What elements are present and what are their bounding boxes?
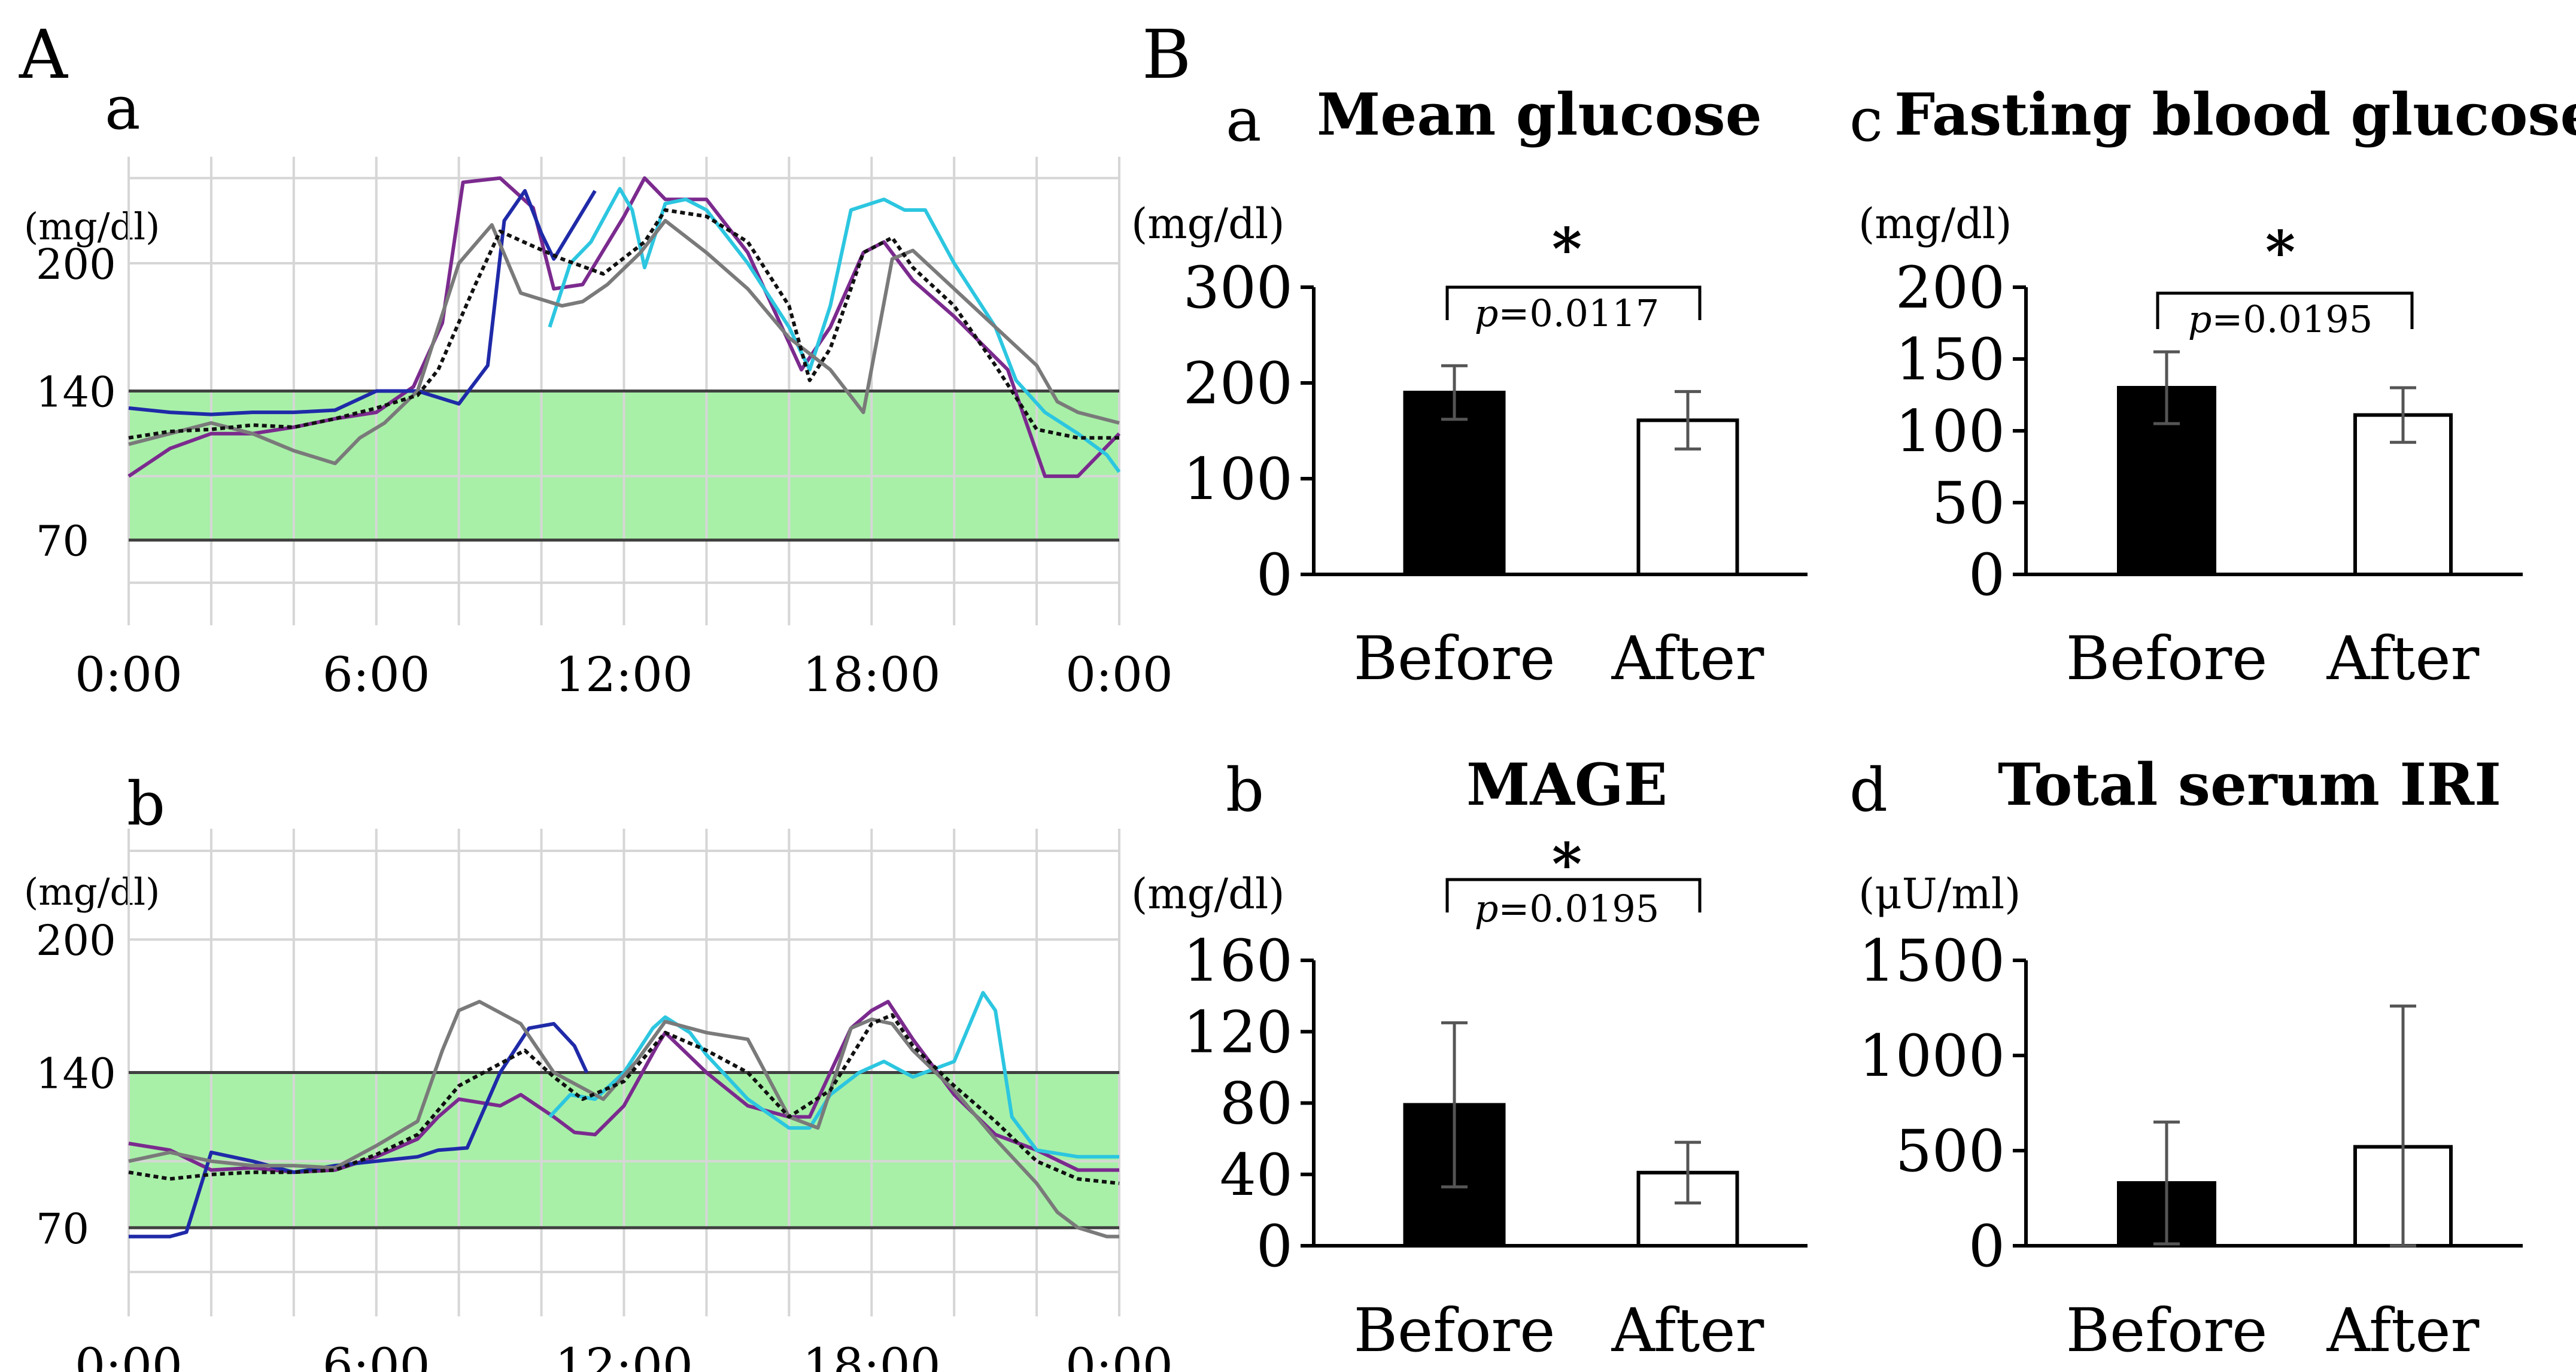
- panel-label-B: B: [1142, 16, 1191, 94]
- bar-d-y-tick-label: 1500: [1859, 927, 2005, 994]
- bar-d-y-tick-label: 1000: [1859, 1023, 2005, 1090]
- bar-a-y-tick-label: 100: [1183, 446, 1293, 513]
- bar-b-p-symbol: p: [1475, 887, 1499, 930]
- cgm-chart-a: a (mg/dl) 70 140 200 0:00 6:00 12:00 18:00 0:00: [24, 73, 1173, 702]
- bar-b-category-label: After: [1611, 1295, 1764, 1365]
- cgm-b-series-mean: [128, 1013, 1120, 1185]
- cgm-a-panel-label: a: [105, 73, 141, 143]
- cgm-a-series-mean: [128, 208, 1119, 440]
- bar-a-p-symbol: p: [1475, 291, 1499, 335]
- bar-b-p-label: =0.0195: [1498, 887, 1659, 930]
- cgm-b-y-tick-label: 140: [36, 1049, 116, 1099]
- bar-a-y-tick-label: 300: [1183, 254, 1293, 321]
- bar-a-p-label: =0.0117: [1498, 291, 1659, 335]
- cgm-b-x-tick-label: 6:00: [323, 1338, 430, 1372]
- bar-b-unit-label: (mg/dl): [1131, 869, 1285, 918]
- bar-c-panel-label: c: [1849, 85, 1883, 155]
- bar-chart-fasting-glucose: c Fasting blood glucose (mg/dl) * p=0.01…: [1849, 81, 2576, 693]
- cgm-b-x-tick-label: 12:00: [555, 1338, 693, 1372]
- bar-b-y-tick-label: 80: [1220, 1070, 1293, 1137]
- cgm-b-panel-label: b: [127, 769, 165, 839]
- cgm-a-y-tick-label: 140: [36, 368, 116, 417]
- cgm-b-series-cyan: [548, 991, 1119, 1159]
- bar-d-title: Total serum IRI: [1998, 751, 2501, 819]
- bar-c-y-tick-label: 200: [1895, 254, 2005, 321]
- bar-c-y-tick-label: 50: [1932, 470, 2005, 537]
- cgm-a-x-tick-label: 12:00: [555, 647, 693, 702]
- cgm-b-y-tick-label: 200: [36, 916, 116, 965]
- bar-b-y-tick-label: 40: [1220, 1142, 1293, 1209]
- bar-a-significance-bracket: [1445, 285, 1702, 320]
- bar-b-significance: *: [1552, 830, 1582, 898]
- bar-d-category-label: Before: [2066, 1295, 2268, 1365]
- cgm-b-series-purple: [128, 1000, 1119, 1175]
- bar-b-title: MAGE: [1466, 751, 1667, 819]
- cgm-a-x-tick-label: 18:00: [803, 647, 941, 702]
- bar-a-unit-label: (mg/dl): [1131, 199, 1285, 248]
- bar-b-y-tick-label: 0: [1256, 1213, 1293, 1280]
- cgm-a-y-tick-label: 200: [36, 240, 116, 289]
- bar-b-y-tick-label: 160: [1183, 927, 1293, 994]
- cgm-a-y-tick-label: 70: [36, 517, 89, 566]
- bar-c-significance-bracket: [2156, 291, 2414, 329]
- cgm-a-unit-label: (mg/dl): [24, 205, 160, 248]
- bar-c-p-label: =0.0195: [2212, 297, 2373, 341]
- bar-d-panel-label: d: [1849, 755, 1888, 825]
- cgm-b-x-tick-label: 0:00: [75, 1338, 183, 1372]
- bar-chart-mean-glucose: a Mean glucose (mg/dl) * p=0.0117 0 100 20…: [1131, 81, 1808, 693]
- cgm-b-y-tick-label: 70: [36, 1204, 89, 1254]
- bar-c-y-tick-label: 150: [1895, 326, 2005, 393]
- bar-c-p-value: p=0.0195: [2188, 297, 2373, 341]
- bar-c-y-tick-label: 100: [1895, 398, 2005, 465]
- cgm-a-series-gray: [128, 218, 1120, 466]
- bar-d-category-label: After: [2326, 1295, 2480, 1365]
- bar-a-y-tick-label: 200: [1183, 350, 1293, 417]
- cgm-a-x-tick-label: 0:00: [75, 647, 183, 702]
- bar-a-plot: 0 100 200 300 Before After: [1183, 254, 1808, 693]
- bar-d-plot: 0 500 1000 1500 Before After: [1859, 927, 2523, 1365]
- cgm-a-series-cyan: [548, 187, 1121, 473]
- cgm-b-x-tick-label: 0:00: [1065, 1338, 1173, 1372]
- cgm-a-x-tick-label: 6:00: [323, 647, 430, 702]
- cgm-b-unit-label: (mg/dl): [24, 870, 160, 914]
- bar-d-unit-label: (μU/ml): [1858, 869, 2021, 918]
- bar-b-significance-bracket: [1445, 878, 1702, 912]
- cgm-a-series-navy: [128, 188, 597, 416]
- panel-label-A: A: [19, 16, 68, 94]
- bar-b-category-label: Before: [1354, 1295, 1556, 1365]
- bar-a-p-value: p=0.0117: [1475, 291, 1660, 335]
- bar-b-panel-label: b: [1226, 755, 1264, 825]
- bar-a-category-label: After: [1611, 623, 1764, 693]
- cgm-a-x-tick-label: 0:00: [1065, 647, 1173, 702]
- cgm-b-series-gray: [128, 1000, 1119, 1239]
- bar-a-y-tick-label: 0: [1256, 542, 1293, 609]
- bar-c-y-tick-label: 0: [1969, 542, 2005, 609]
- cgm-a-plot: 70 140 200 0:00 6:00 12:00 18:00 0:00: [36, 157, 1173, 702]
- bar-c-significance: *: [2265, 218, 2295, 286]
- bar-b-p-value: p=0.0195: [1475, 887, 1660, 930]
- bar-d-y-tick-label: 0: [1969, 1213, 2005, 1280]
- cgm-chart-b: b (mg/dl) 70 140 200 0:00 6:00 12:00 18:00 0:00: [24, 769, 1173, 1372]
- bar-c-category-label: After: [2326, 623, 2480, 693]
- bar-c-category-label: Before: [2066, 623, 2268, 693]
- bar-c-title: Fasting blood glucose: [1894, 81, 2576, 148]
- bar-d-y-tick-label: 500: [1895, 1118, 2005, 1185]
- cgm-b-series-navy: [129, 1022, 589, 1239]
- bar-a-significance: *: [1552, 215, 1582, 283]
- bar-chart-serum-iri: d Total serum IRI (μU/ml) 0 500 1000 1500 Be…: [1849, 751, 2523, 1365]
- cgm-b-plot: 70 140 200 0:00 6:00 12:00 18:00 0:00: [36, 829, 1173, 1372]
- bar-c-unit-label: (mg/dl): [1858, 199, 2012, 248]
- bar-a-panel-label: a: [1226, 85, 1262, 155]
- bar-a-title: Mean glucose: [1317, 81, 1762, 148]
- bar-c-p-symbol: p: [2188, 297, 2212, 341]
- bar-a-category-label: Before: [1354, 623, 1556, 693]
- bar-b-y-tick-label: 120: [1183, 999, 1293, 1066]
- cgm-b-x-tick-label: 18:00: [803, 1338, 941, 1372]
